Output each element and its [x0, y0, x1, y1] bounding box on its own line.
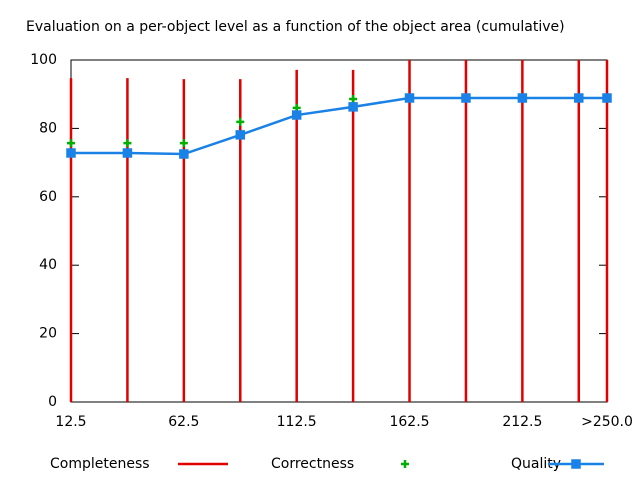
x-tick-label: 12.5 — [55, 414, 86, 430]
point — [404, 93, 415, 103]
plot-border — [70, 59, 608, 403]
y-tick-label: 0 — [48, 394, 57, 410]
point — [461, 93, 471, 103]
point — [179, 149, 189, 159]
point — [602, 93, 612, 103]
x-tick-label: 162.5 — [389, 414, 429, 430]
y-tick-label: 20 — [39, 326, 57, 342]
legend-swatch — [401, 460, 409, 468]
x-tick-label: >250.0 — [581, 414, 633, 430]
legend-swatch — [571, 459, 581, 469]
chart-title: Evaluation on a per-object level as a fu… — [26, 19, 565, 35]
point — [179, 139, 188, 148]
point — [235, 130, 246, 140]
point — [349, 94, 358, 103]
point — [348, 102, 358, 112]
y-tick-label: 60 — [39, 189, 57, 205]
point — [123, 139, 132, 148]
legend-label: Correctness — [271, 456, 354, 472]
point — [122, 148, 133, 158]
legend-label: Quality — [511, 456, 561, 472]
point — [236, 117, 245, 126]
y-tick-label: 80 — [39, 120, 57, 136]
point — [66, 148, 76, 158]
legend-label: Completeness — [50, 456, 150, 472]
point — [291, 110, 302, 120]
y-tick-label: 100 — [30, 52, 57, 68]
point — [574, 93, 584, 103]
point — [67, 139, 75, 148]
y-tick-label: 40 — [39, 257, 57, 273]
point — [517, 93, 528, 103]
x-tick-label: 62.5 — [168, 414, 199, 430]
x-tick-label: 112.5 — [277, 414, 317, 430]
x-tick-label: 212.5 — [502, 414, 542, 430]
line — [71, 96, 607, 156]
